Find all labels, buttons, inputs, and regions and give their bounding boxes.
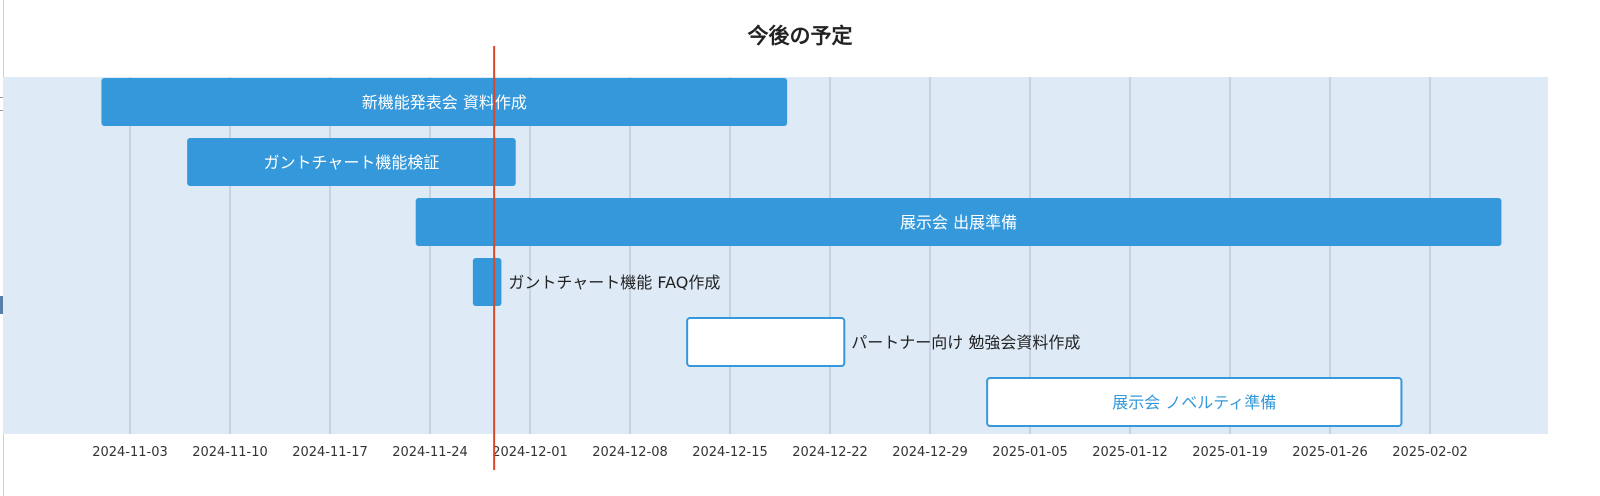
x-tick-label: 2024-12-08 <box>592 445 668 460</box>
x-tick-label: 2024-12-29 <box>892 445 968 460</box>
x-tick-label: 2024-12-22 <box>792 445 868 460</box>
task-bar <box>472 258 502 306</box>
x-tick-label: 2025-01-12 <box>1092 445 1168 460</box>
task-label: ガントチャート機能 FAQ作成 <box>508 273 720 292</box>
task-label: 展示会 出展準備 <box>900 213 1017 232</box>
task-bar <box>986 377 1403 427</box>
task-label: 新機能発表会 資料作成 <box>362 93 527 112</box>
task-bar <box>415 198 1502 246</box>
x-tick-label: 2024-12-01 <box>492 445 568 460</box>
x-tick-label: 2024-11-10 <box>192 445 268 460</box>
x-tick-label: 2024-12-15 <box>692 445 768 460</box>
plot-background <box>3 77 1548 434</box>
x-tick-label: 2025-02-02 <box>1392 445 1468 460</box>
x-tick-label: 2024-11-17 <box>292 445 368 460</box>
task-label: パートナー向け 勉強会資料作成 <box>851 333 1080 352</box>
x-tick-label: 2024-11-03 <box>92 445 168 460</box>
x-tick-label: 2024-11-24 <box>392 445 468 460</box>
edge-tick <box>0 110 4 111</box>
x-tick-label: 2025-01-19 <box>1192 445 1268 460</box>
task-label: ガントチャート機能検証 <box>264 153 440 172</box>
x-tick-label: 2025-01-05 <box>992 445 1068 460</box>
task-label: 展示会 ノベルティ準備 <box>1112 393 1276 412</box>
task-bar <box>187 138 516 186</box>
task-bar <box>101 78 788 126</box>
x-tick-label: 2025-01-26 <box>1292 445 1368 460</box>
edge-marker <box>0 296 3 314</box>
chart-title: 今後の予定 <box>747 24 853 48</box>
edge-tick <box>0 97 4 98</box>
task-bar <box>686 317 846 367</box>
